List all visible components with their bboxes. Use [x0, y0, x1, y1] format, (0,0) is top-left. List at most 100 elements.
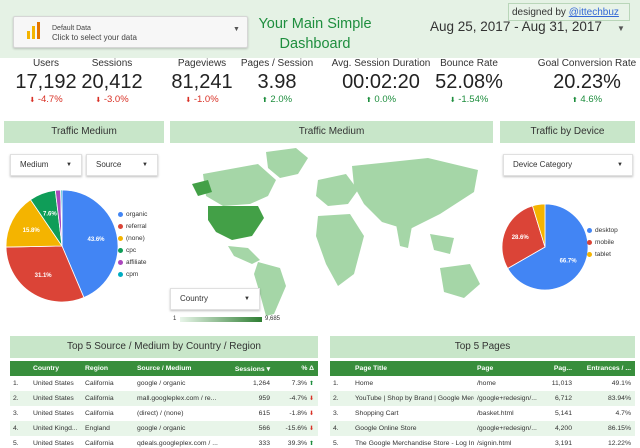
table-cell[interactable]: The Google Merchandise Store - Log In	[355, 440, 474, 447]
table-cell: /signin.html	[477, 440, 512, 447]
table-cell: England	[82, 421, 134, 436]
legend-item[interactable]: cpc	[118, 246, 147, 258]
table-cell: -4.7% ⬇	[274, 391, 318, 406]
table-cell: 3,191	[554, 440, 572, 447]
pie-slice-organic[interactable]	[61, 190, 118, 299]
kpi-change: ⬆ 0.0%	[321, 94, 441, 107]
table-row[interactable]: 3. United States California (direct) / (non…	[10, 406, 318, 421]
country-filter-label: Country	[180, 294, 209, 303]
chevron-down-icon[interactable]: ▼	[233, 26, 240, 33]
data-source-selector[interactable]	[13, 16, 248, 48]
pie-slice-mobile[interactable]	[502, 205, 546, 269]
table-row[interactable]: 1. United States California google / organi…	[10, 376, 318, 391]
pie-slice-desktop[interactable]	[507, 204, 588, 290]
pie-slice-none[interactable]	[6, 199, 63, 248]
column-header[interactable]: Pag...	[544, 361, 576, 376]
table-cell: 86.15%	[576, 421, 635, 436]
table-row[interactable]: 2. YouTube | Shop by Brand | Google Merc.…	[330, 391, 635, 406]
map-region-australia	[440, 264, 480, 298]
legend-color-dot	[118, 271, 123, 277]
delta-value: -1.8%	[289, 410, 308, 417]
arrow-down-icon: ⬇	[95, 97, 102, 104]
table-cell: 11,013	[551, 380, 572, 387]
date-range-picker[interactable]: Aug 25, 2017 - Aug 31, 2017	[430, 19, 602, 34]
table-cell[interactable]: Home	[355, 380, 374, 387]
table-cell[interactable]: Shopping Cart	[355, 410, 399, 417]
arrow-up-icon: ⬆	[308, 381, 314, 387]
table-row[interactable]: 4. United Kingd... England google / organic…	[10, 421, 318, 436]
pie-slice-referral[interactable]	[6, 245, 85, 302]
table-cell: 615	[258, 410, 270, 417]
arrow-down-icon: ⬇	[308, 411, 314, 417]
column-header[interactable]: Source / Medium	[134, 361, 222, 376]
legend-item[interactable]: cpm	[118, 270, 147, 282]
column-header[interactable]: % Δ	[274, 361, 318, 376]
map-scale-max: 9,685	[265, 316, 281, 322]
legend-item[interactable]: referral	[118, 222, 147, 234]
arrow-up-icon: ⬆	[365, 97, 372, 104]
legend-item[interactable]: desktop	[587, 226, 618, 238]
column-header[interactable]: Page	[474, 361, 544, 376]
kpi-value: 20,412	[81, 71, 143, 93]
map-region-southeast-asia	[430, 234, 454, 254]
table-cell: 566	[222, 421, 274, 436]
chevron-down-icon: ▼	[244, 296, 250, 302]
device-category-filter[interactable]: Device Category ▼	[503, 154, 633, 176]
source-filter[interactable]: Source ▼	[86, 154, 158, 176]
kpi-value: 17,192	[15, 71, 77, 93]
legend-item[interactable]: tablet	[587, 250, 618, 262]
map-region-africa	[316, 214, 364, 286]
table-cell[interactable]: Google Online Store	[352, 421, 474, 436]
table-cell[interactable]: YouTube | Shop by Brand | Google Merc...	[352, 391, 474, 406]
pie-slice-tablet[interactable]	[531, 204, 546, 248]
table-cell: 3.	[13, 410, 19, 417]
table-row[interactable]: 5. The Google Merchandise Store - Log In /…	[330, 436, 635, 448]
table-cell: 4,200	[544, 421, 576, 436]
kpi-scorecard: Avg. Session Duration 00:02:20 ⬆ 0.0%	[321, 58, 441, 107]
pie-slice-label: 7.6%	[43, 211, 57, 217]
table-row[interactable]: 1. Home/home 11,013 49.1%	[330, 376, 635, 391]
kpi-change: ⬇ -1.54%	[426, 94, 512, 107]
legend-color-dot	[118, 247, 123, 253]
table-cell: /google+redesign/...	[474, 421, 544, 436]
arrow-up-icon: ⬆	[571, 97, 578, 104]
table-row[interactable]: 5. United States California qdeals.googlepl…	[10, 436, 318, 448]
designed-by-link[interactable]: @ittechbuz	[568, 7, 619, 18]
kpi-value: 81,241	[171, 71, 233, 93]
table-row[interactable]: 2. United States California mall.googleplex…	[10, 391, 318, 406]
column-header[interactable]: Entrances / ...	[576, 361, 635, 376]
pie-slice-label: 66.7%	[560, 258, 578, 264]
traffic-medium-map-header: Traffic Medium	[170, 121, 493, 143]
country-filter[interactable]: Country ▼	[170, 288, 260, 310]
column-header[interactable]: Region	[82, 361, 134, 376]
table-row[interactable]: 4. Google Online Store/google+redesign/..…	[330, 421, 635, 436]
pie-slice-cpm[interactable]	[60, 190, 63, 247]
pie-slice-label: 43.6%	[88, 237, 106, 243]
legend-item[interactable]: mobile	[587, 238, 618, 250]
table-cell: 1,264	[252, 380, 270, 387]
kpi-change: ⬇ -3.0%	[77, 94, 147, 107]
table-cell: 959	[222, 391, 274, 406]
map-region-asia	[352, 158, 478, 230]
table-row[interactable]: 3. Shopping Cart/basket.html 5,141 4.7%	[330, 406, 635, 421]
column-header[interactable]: Sessions ▾	[222, 361, 274, 376]
chevron-down-icon: ▼	[142, 162, 148, 168]
arrow-up-icon: ⬆	[261, 97, 268, 104]
legend-item[interactable]: (none)	[118, 234, 147, 246]
column-header[interactable]	[330, 361, 352, 376]
arrow-down-icon: ⬇	[185, 97, 192, 104]
pie-legend: organic referral (none) cpc affiliate cpm	[118, 210, 147, 282]
legend-color-dot	[118, 259, 123, 265]
traffic-device-header: Traffic by Device	[500, 121, 635, 143]
designed-by-label: designed by @ittechbuz	[508, 3, 630, 21]
column-header[interactable]: Page Title	[352, 361, 474, 376]
column-header[interactable]	[10, 361, 30, 376]
legend-label: affiliate	[126, 259, 147, 266]
legend-item[interactable]: organic	[118, 210, 147, 222]
legend-item[interactable]: affiliate	[118, 258, 147, 270]
kpi-change: ⬇ -1.0%	[157, 94, 247, 107]
chevron-down-icon[interactable]: ▼	[617, 24, 625, 33]
column-header[interactable]: Country	[30, 361, 82, 376]
medium-filter[interactable]: Medium ▼	[10, 154, 82, 176]
kpi-value: 3.98	[257, 71, 297, 93]
